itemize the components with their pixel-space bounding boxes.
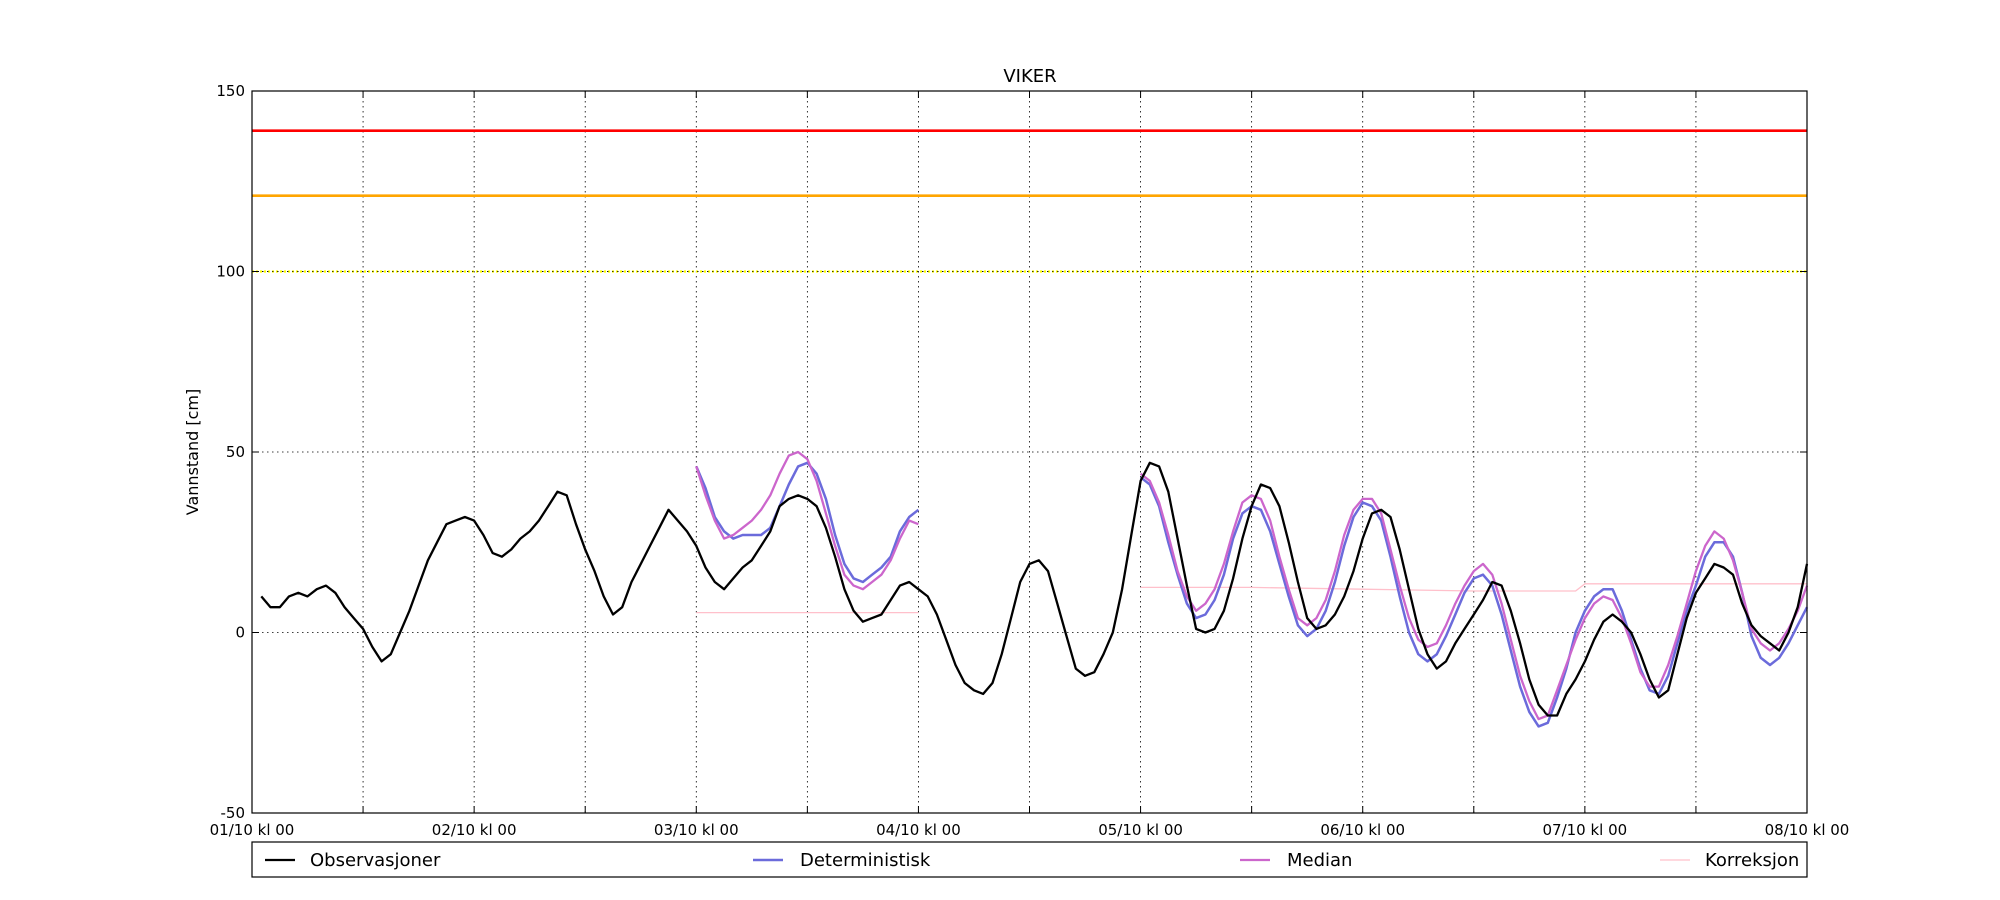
x-tick-label: 08/10 kl 00: [1765, 821, 1850, 839]
series-line-deterministisk: [695, 461, 920, 584]
legend-label: Deterministisk: [800, 850, 931, 871]
x-tick-label: 03/10 kl 00: [654, 821, 739, 839]
series-lines: [260, 450, 1809, 728]
x-tick-label: 06/10 kl 00: [1320, 821, 1405, 839]
legend-label: Korreksjon: [1705, 850, 1799, 871]
y-tick-label: 0: [235, 624, 245, 642]
y-tick-label: 100: [216, 263, 245, 281]
x-tick-label: 04/10 kl 00: [876, 821, 961, 839]
y-tick-label: 150: [216, 82, 245, 100]
y-tick-label: -50: [221, 804, 246, 822]
x-tick-label: 07/10 kl 00: [1542, 821, 1627, 839]
series-line-observasjoner: [260, 461, 1809, 717]
series-line-median: [1139, 472, 1809, 721]
legend-label: Observasjoner: [310, 850, 441, 871]
series-line-korreksjon: [1140, 583, 1807, 592]
y-tick-label: 50: [226, 443, 245, 461]
axis-ticks: 01/10 kl 00 02/10 kl 00 03/10 kl 00 04/10 k…: [210, 82, 1850, 839]
x-tick-label: 02/10 kl 00: [432, 821, 517, 839]
series-line-median: [695, 450, 919, 591]
legend: Observasjoner Deterministisk Median Korreks…: [251, 841, 1808, 878]
y-axis-label: Vannstand [cm]: [183, 389, 202, 515]
threshold-lines: [252, 129, 1807, 273]
x-tick-label: 01/10 kl 00: [210, 821, 295, 839]
chart-title: VIKER: [1003, 66, 1056, 87]
legend-box: [251, 841, 1808, 878]
x-tick-label: 05/10 kl 00: [1098, 821, 1183, 839]
legend-label: Median: [1287, 850, 1352, 871]
